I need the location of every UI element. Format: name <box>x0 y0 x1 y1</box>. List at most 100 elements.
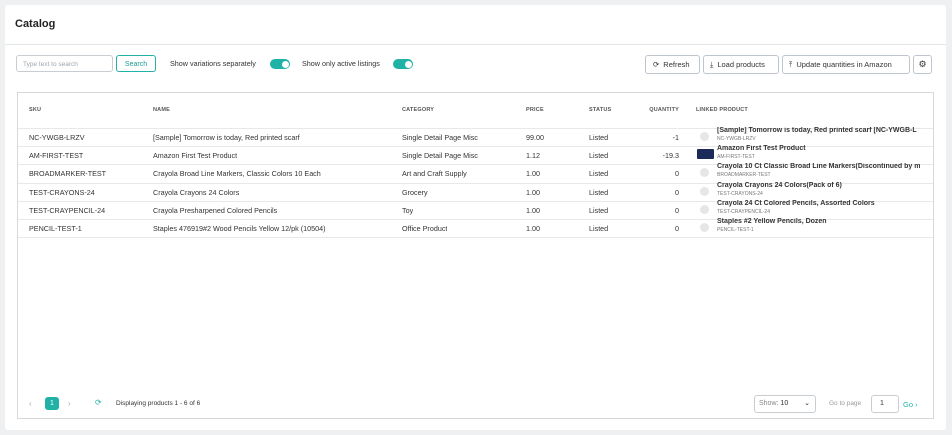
load-button[interactable]: ⤓ Load products <box>703 55 779 74</box>
column-header: LINKED PRODUCT <box>696 107 748 113</box>
column-header: CATEGORY <box>402 107 435 113</box>
linked-sku: PENCIL-TEST-1 <box>717 227 754 233</box>
cell: Amazon First Test Product <box>153 151 238 161</box>
row-line <box>18 200 933 202</box>
next-page[interactable]: › <box>68 399 71 408</box>
product-icon <box>700 132 709 141</box>
linked-sku: NC-YWGB-LRZV <box>717 136 756 142</box>
cell: 1.00 <box>526 169 540 179</box>
displaying-text: Displaying products 1 - 6 of 6 <box>116 400 201 407</box>
cell: NC-YWGB-LRZV <box>29 133 85 142</box>
row-line <box>18 219 933 220</box>
cell: Listed <box>589 205 609 215</box>
row-line <box>18 128 933 129</box>
cell: 1.00 <box>526 224 540 233</box>
cell: AM-FIRST-TEST <box>29 151 84 161</box>
cell: 0 <box>675 205 679 215</box>
toggle[interactable] <box>270 59 290 69</box>
row-line <box>18 182 933 184</box>
cell: Staples 476919#2 Wood Pencils Yellow 12/… <box>153 224 326 233</box>
product-icon <box>700 186 709 196</box>
cell: TEST-CRAYONS-24 <box>29 187 95 197</box>
linked-sku: TEST-CRAYPENCIL-24 <box>717 208 770 215</box>
icon: ⤓ <box>710 60 714 69</box>
linked-sku: AM-FIRST-TEST <box>717 154 755 161</box>
toggle-label: Show only active listings <box>302 59 380 68</box>
table <box>17 92 934 419</box>
cell: Single Detail Page Misc <box>402 133 478 142</box>
cell: Listed <box>589 224 609 233</box>
divider <box>5 44 946 45</box>
product-icon <box>700 223 709 232</box>
column-header: STATUS <box>589 107 612 113</box>
cell: 0 <box>675 224 679 233</box>
column-header: SKU <box>29 107 42 113</box>
cell: Listed <box>589 133 609 142</box>
cell: -19.3 <box>662 151 679 161</box>
show-value: 10 <box>780 400 789 407</box>
cell: 0 <box>675 187 679 197</box>
refresh-button[interactable]: ⟳ Refresh <box>645 55 700 74</box>
product-image <box>697 149 714 160</box>
linked-sku: BROADMARKER-TEST <box>717 172 771 179</box>
linked-title: Crayola 24 Ct Colored Pencils, Assorted … <box>717 199 875 207</box>
cell: 0 <box>675 169 679 179</box>
prev-page[interactable]: ‹ <box>29 399 32 408</box>
cell: 99.00 <box>526 133 544 142</box>
cell: Listed <box>589 169 609 179</box>
cell: Office Product <box>402 224 448 233</box>
cell: 1.12 <box>526 151 540 161</box>
title: Catalog <box>15 18 56 30</box>
reload-icon[interactable]: ⟳ <box>95 398 102 407</box>
cell: Crayola Broad Line Markers, Classic Colo… <box>153 169 321 179</box>
cell: Art and Craft Supply <box>402 169 467 179</box>
icon: ⌄ <box>804 400 810 407</box>
cell: Toy <box>402 205 414 215</box>
toggle[interactable] <box>393 59 413 69</box>
search-button[interactable]: Search <box>116 55 156 72</box>
catalog-panel: Catalog <box>5 5 946 430</box>
icon: ⤒ <box>789 60 793 69</box>
linked-title: Crayola 10 Ct Classic Broad Line Markers… <box>717 163 921 171</box>
linked-title: Staples #2 Yellow Pencils, Dozen <box>717 218 827 225</box>
search-input[interactable]: Type text to search <box>16 55 113 72</box>
cell: 1.00 <box>526 205 540 215</box>
icon: ⟳ <box>653 60 660 69</box>
cell: [Sample] Tomorrow is today, Red printed … <box>153 133 300 142</box>
row-line <box>18 164 933 166</box>
go-to-label: Go to page <box>829 400 862 407</box>
cell: Listed <box>589 187 609 197</box>
product-icon <box>700 168 709 178</box>
button-label: Refresh <box>663 60 690 69</box>
linked-title: Amazon First Test Product <box>717 145 806 153</box>
cell: PENCIL-TEST-1 <box>29 224 82 233</box>
go-label: Go <box>903 400 914 409</box>
cell: Single Detail Page Misc <box>402 151 478 161</box>
product-icon <box>700 204 709 214</box>
row-line <box>18 237 933 239</box>
linked-title: [Sample] Tomorrow is today, Red printed … <box>717 127 917 134</box>
column-header: PRICE <box>526 107 544 113</box>
go-button[interactable]: Go › <box>903 400 918 409</box>
row-line <box>18 146 933 148</box>
cell: -1 <box>672 133 679 142</box>
cell: 1.00 <box>526 187 540 197</box>
button-label: Load products <box>717 60 765 69</box>
column-header: QUANTITY <box>649 107 679 113</box>
cell: Listed <box>589 151 609 161</box>
cell: Crayola Presharpened Colored Pencils <box>153 205 278 215</box>
go-to-input[interactable]: 1 <box>871 395 899 413</box>
linked-title: Crayola Crayons 24 Colors(Pack of 6) <box>717 181 842 189</box>
page-size-select[interactable]: Show: 10 ⌄ <box>754 395 816 413</box>
settings-button[interactable]: ⚙ <box>913 55 932 74</box>
cell: Grocery <box>402 187 428 197</box>
toggle-label: Show variations separately <box>170 59 256 68</box>
button-label: Update quantities in Amazon <box>796 60 892 69</box>
page-number[interactable]: 1 <box>45 397 59 410</box>
update-button[interactable]: ⤒ Update quantities in Amazon <box>782 55 910 74</box>
column-header: NAME <box>153 107 170 113</box>
cell: TEST-CRAYPENCIL-24 <box>29 205 106 215</box>
linked-sku: TEST-CRAYONS-24 <box>717 190 763 197</box>
show-label: Show: <box>759 400 779 407</box>
